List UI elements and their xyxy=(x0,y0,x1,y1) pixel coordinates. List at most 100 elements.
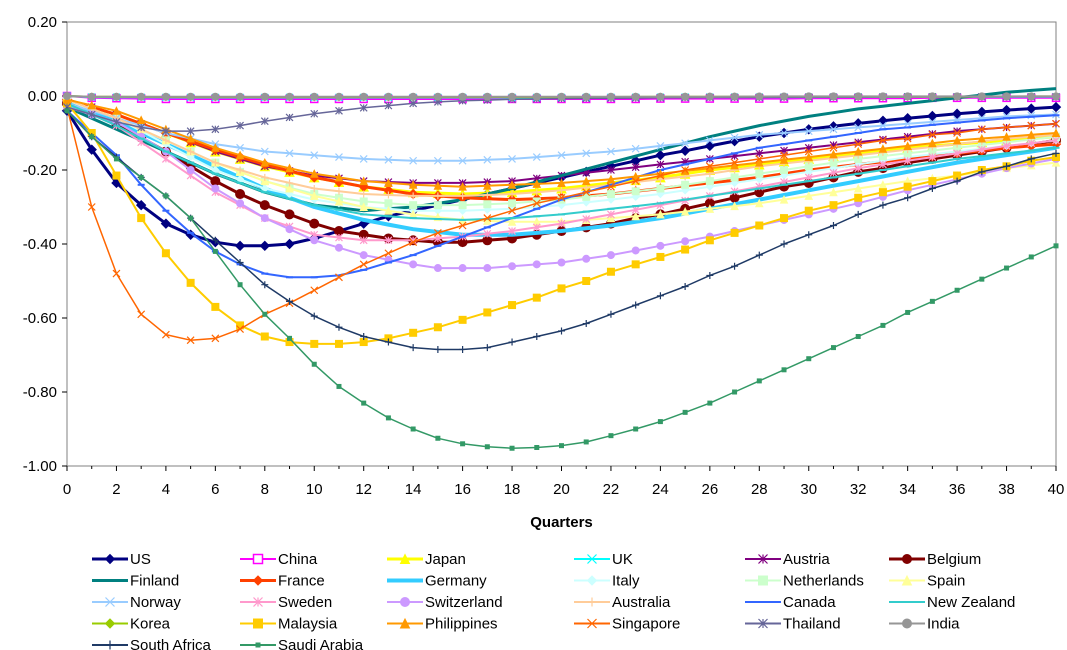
legend-label: Thailand xyxy=(783,616,841,633)
data-point-india xyxy=(829,92,838,101)
legend-item-korea[interactable]: Korea xyxy=(92,616,171,633)
data-point-norway xyxy=(631,144,640,153)
legend-item-netherlands[interactable]: Netherlands xyxy=(745,573,864,590)
data-point-netherlands xyxy=(631,187,640,196)
data-point-sweden xyxy=(928,153,937,161)
data-point-south-africa xyxy=(1052,149,1060,157)
legend-item-uk[interactable]: UK xyxy=(574,551,633,568)
legend-item-canada[interactable]: Canada xyxy=(745,594,836,611)
legend-item-australia[interactable]: Australia xyxy=(574,594,671,611)
data-point-south-africa xyxy=(904,194,912,202)
data-point-india xyxy=(1052,92,1060,101)
data-point-philippines xyxy=(631,171,640,181)
data-point-saudi-arabia xyxy=(608,433,614,439)
legend-item-singapore[interactable]: Singapore xyxy=(574,616,680,633)
legend-item-finland[interactable]: Finland xyxy=(92,573,179,590)
data-point-us xyxy=(234,240,246,252)
y-tick-label: -0.20 xyxy=(23,162,57,179)
legend-item-italy[interactable]: Italy xyxy=(574,573,640,590)
data-point-malaysia xyxy=(606,267,615,276)
data-point-singapore xyxy=(161,330,170,339)
data-point-norway xyxy=(829,125,838,134)
data-point-switzerland xyxy=(186,166,195,174)
legend-item-us[interactable]: US xyxy=(92,551,151,568)
data-point-sweden xyxy=(557,219,566,228)
data-point-saudi-arabia xyxy=(89,134,95,140)
data-point-saudi-arabia xyxy=(534,445,540,450)
data-point-india xyxy=(310,92,319,101)
data-point-saudi-arabia xyxy=(163,193,169,199)
legend-item-france[interactable]: France xyxy=(240,573,325,590)
legend-item-spain[interactable]: Spain xyxy=(889,573,965,590)
data-point-netherlands xyxy=(681,180,690,189)
legend-item-austria[interactable]: Austria xyxy=(745,551,830,568)
data-point-singapore xyxy=(804,147,813,156)
legend-item-germany[interactable]: Germany xyxy=(387,573,487,590)
data-point-norway xyxy=(656,142,665,150)
legend-item-sweden[interactable]: Sweden xyxy=(240,594,332,611)
y-tick-label: -0.80 xyxy=(23,384,57,401)
data-point-norway xyxy=(607,147,615,156)
data-point-netherlands xyxy=(384,199,393,208)
data-point-south-africa xyxy=(755,251,763,259)
legend-item-norway[interactable]: Norway xyxy=(92,594,181,611)
legend-item-new-zealand[interactable]: New Zealand xyxy=(889,594,1015,611)
data-point-australia xyxy=(409,192,417,200)
data-point-india xyxy=(161,92,170,101)
legend-item-thailand[interactable]: Thailand xyxy=(745,616,841,633)
data-point-philippines xyxy=(581,176,591,186)
x-tick-label: 38 xyxy=(998,481,1015,498)
legend-marker xyxy=(587,554,597,564)
legend-item-switzerland[interactable]: Switzerland xyxy=(387,594,503,611)
data-point-austria xyxy=(755,149,764,158)
data-point-malaysia xyxy=(829,201,838,210)
y-tick-label: 0.20 xyxy=(28,14,57,31)
data-point-singapore xyxy=(582,188,591,197)
data-point-india xyxy=(137,92,146,101)
data-point-sweden xyxy=(879,160,887,169)
data-point-saudi-arabia xyxy=(929,298,935,304)
data-point-philippines xyxy=(903,141,912,150)
data-point-spain xyxy=(359,202,369,211)
data-point-us xyxy=(1001,104,1012,116)
legend-item-malaysia[interactable]: Malaysia xyxy=(240,616,338,633)
data-point-australia xyxy=(508,190,516,198)
data-point-saudi-arabia xyxy=(905,309,911,315)
data-point-south-africa xyxy=(953,177,961,185)
data-point-norway xyxy=(903,119,912,128)
data-point-saudi-arabia xyxy=(188,215,194,221)
data-point-thailand xyxy=(211,125,220,134)
data-point-india xyxy=(211,92,220,101)
legend-item-south-africa[interactable]: South Africa xyxy=(92,637,212,650)
data-point-singapore xyxy=(1052,119,1060,128)
legend-label: UK xyxy=(612,551,633,568)
data-point-saudi-arabia xyxy=(880,322,886,328)
data-point-sweden xyxy=(335,233,343,242)
legend-item-belgium[interactable]: Belgium xyxy=(889,551,981,568)
x-tick-label: 34 xyxy=(899,481,916,498)
data-point-netherlands xyxy=(458,201,467,210)
legend-item-india[interactable]: India xyxy=(889,616,960,633)
x-tick-label: 8 xyxy=(261,481,269,498)
legend-label: Italy xyxy=(612,573,640,590)
data-point-us xyxy=(951,108,963,119)
legend-label: Austria xyxy=(783,551,830,568)
legend-item-saudi-arabia[interactable]: Saudi Arabia xyxy=(240,637,364,650)
legend-item-japan[interactable]: Japan xyxy=(387,551,466,568)
legend-marker xyxy=(758,618,768,629)
legend-item-philippines[interactable]: Philippines xyxy=(387,616,498,633)
legend-marker xyxy=(902,554,912,564)
data-point-thailand xyxy=(384,101,393,110)
data-point-saudi-arabia xyxy=(509,445,515,451)
data-point-sweden xyxy=(582,215,591,223)
data-point-switzerland xyxy=(409,260,418,269)
x-tick-label: 18 xyxy=(504,481,521,498)
data-point-norway xyxy=(335,153,343,161)
data-point-malaysia xyxy=(334,339,343,348)
legend-label: China xyxy=(278,551,318,568)
legend-item-china[interactable]: China xyxy=(240,551,318,568)
data-point-spain xyxy=(334,196,344,206)
data-point-malaysia xyxy=(310,339,319,348)
data-point-india xyxy=(260,92,269,101)
data-point-norway xyxy=(236,143,244,152)
